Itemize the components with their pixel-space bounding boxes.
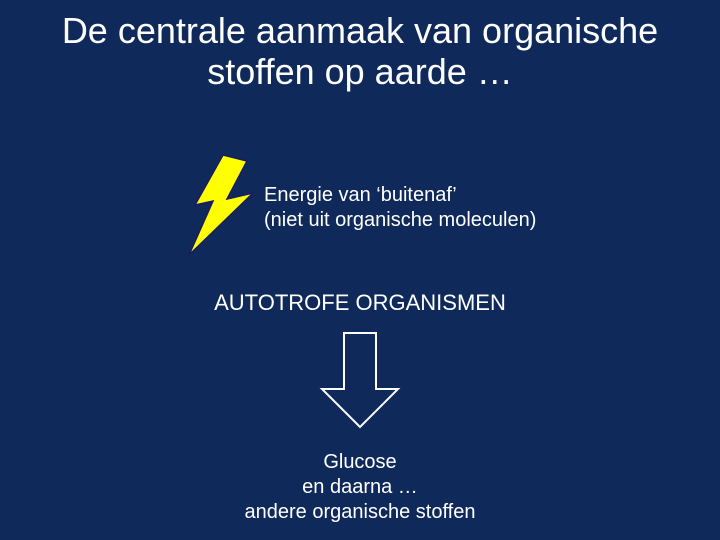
energy-row: Energie van ‘buitenaf’ (niet uit organis… — [175, 155, 595, 260]
energy-text: Energie van ‘buitenaf’ (niet uit organis… — [264, 183, 536, 233]
autotrofe-label: AUTOTROFE ORGANISMEN — [0, 290, 720, 316]
arrow-down-icon — [314, 325, 406, 435]
bottom-line-3: andere organische stoffen — [0, 500, 720, 525]
slide: De centrale aanmaak van organische stoff… — [0, 0, 720, 540]
lightning-icon — [175, 153, 270, 263]
slide-title: De centrale aanmaak van organische stoff… — [0, 10, 720, 93]
bottom-line-2: en daarna … — [0, 475, 720, 500]
energy-line-1: Energie van ‘buitenaf’ — [264, 183, 536, 208]
bottom-text: Glucose en daarna … andere organische st… — [0, 450, 720, 525]
energy-line-2: (niet uit organische moleculen) — [264, 208, 536, 233]
bottom-line-1: Glucose — [0, 450, 720, 475]
lightning-shape — [189, 155, 253, 255]
arrow-shape — [322, 333, 398, 427]
